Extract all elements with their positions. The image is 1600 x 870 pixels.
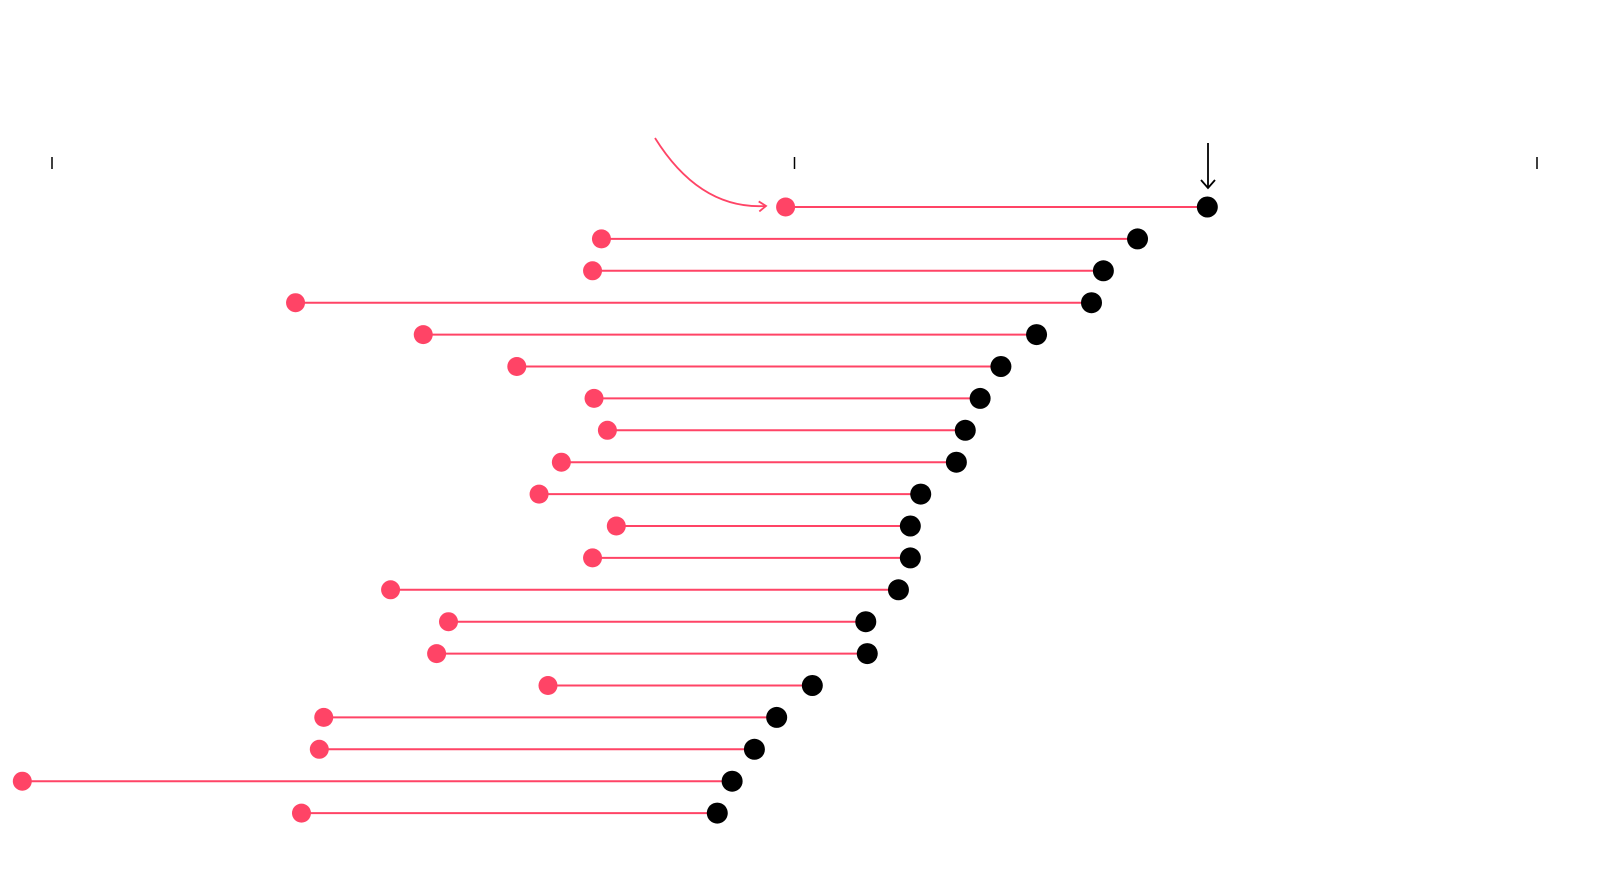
start-dot <box>507 357 527 376</box>
start-dot <box>314 707 334 727</box>
end-dot <box>899 547 921 569</box>
end-dot <box>801 675 823 696</box>
start-dot <box>776 197 796 217</box>
start-dot <box>529 484 549 504</box>
end-dot <box>1196 196 1218 218</box>
start-dot <box>606 516 626 536</box>
start-dot <box>591 229 611 249</box>
start-dot <box>427 644 447 664</box>
start-dot <box>597 420 617 440</box>
end-dot <box>1092 260 1114 282</box>
end-dot <box>856 643 878 665</box>
end-dot <box>887 579 909 601</box>
start-dot <box>381 580 401 600</box>
end-dot <box>1081 292 1102 314</box>
end-dot <box>855 611 877 633</box>
start-dot <box>309 739 329 759</box>
end-dot <box>910 483 932 505</box>
end-dot <box>1026 324 1048 346</box>
start-dot <box>291 803 311 823</box>
start-dot <box>413 325 433 345</box>
start-dot <box>584 388 604 408</box>
end-dot <box>721 770 743 792</box>
start-dot <box>286 293 306 313</box>
end-dot <box>766 706 788 728</box>
start-dot <box>583 261 603 281</box>
end-dot <box>899 515 921 537</box>
start-dot <box>12 771 32 791</box>
end-dot <box>945 451 967 473</box>
start-dot <box>438 612 458 632</box>
annotation-arrow-head <box>1200 179 1216 190</box>
start-dot <box>551 452 571 472</box>
end-dot <box>1127 228 1149 250</box>
end-dot <box>954 419 976 441</box>
end-dot <box>969 387 991 409</box>
end-dot <box>990 356 1012 377</box>
end-dot <box>743 738 765 760</box>
annotation-arrow <box>654 137 768 213</box>
start-dot <box>583 548 603 568</box>
end-dot <box>706 802 728 824</box>
start-dot <box>538 676 558 695</box>
